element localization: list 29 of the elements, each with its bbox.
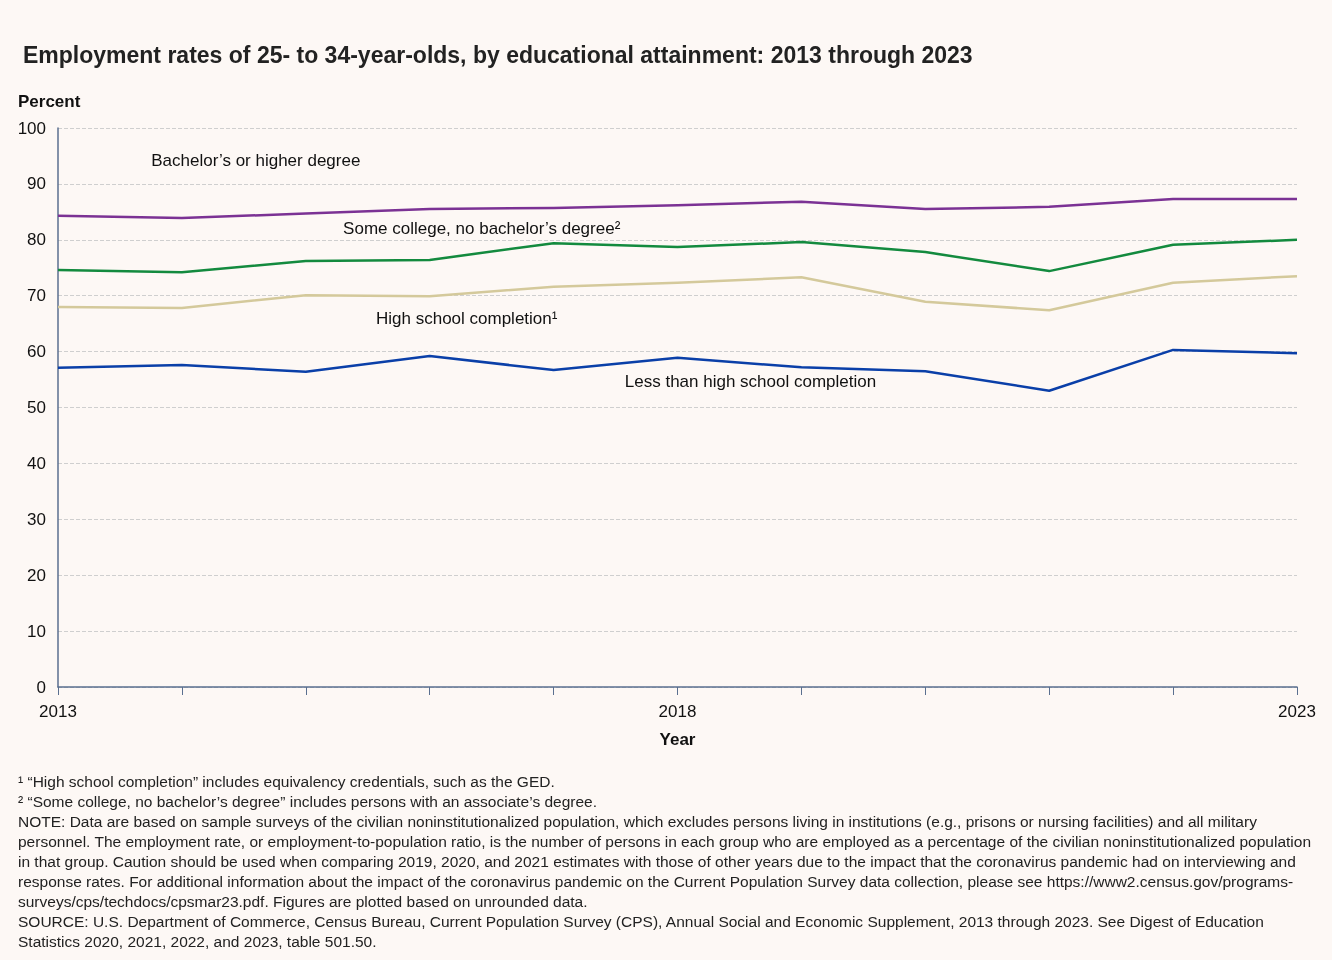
source-note: SOURCE: U.S. Department of Commerce, Census Bureau, Current Population Survey (CPS), Annual Social and Economic Supplement, 2013 through 2023. See Digest of Education Statistics 2020, 2021, 2022, and 2023, table 501.50. bbox=[18, 912, 1265, 952]
y-tick-label: 0 bbox=[36, 677, 46, 697]
y-tick-label: 30 bbox=[27, 509, 46, 529]
chart-title: Employment rates of 25- to 34-year-olds, by educational attainment: 2013 through 2023 bbox=[23, 41, 973, 68]
x-tick-label: 2023 bbox=[1278, 702, 1316, 721]
line-series bbox=[56, 197, 1299, 220]
x-tick-label: 2018 bbox=[658, 702, 697, 721]
series-label: Less than high school completion bbox=[624, 371, 877, 391]
y-tick-label: 20 bbox=[27, 565, 46, 585]
x-axis-title: Year bbox=[659, 730, 696, 749]
y-tick-label: 80 bbox=[27, 230, 46, 250]
line-series bbox=[56, 238, 1299, 274]
y-tick-label: 70 bbox=[27, 286, 46, 306]
text: Bachelor’s or higher degree bbox=[151, 150, 361, 170]
y-axis-title: Percent bbox=[18, 92, 81, 111]
text: ² “Some college, no bachelor’s degree” includes persons with an associate’s degree. bbox=[18, 792, 598, 812]
series-label: High school completion¹ bbox=[375, 309, 558, 329]
x-tick-label: 2013 bbox=[39, 702, 77, 721]
line-series bbox=[56, 274, 1299, 312]
y-tick-label: 100 bbox=[17, 118, 46, 138]
text: NOTE: Data are based on sample surveys of the civilian noninstitutionalized population, which excludes persons living in institutions (e.g., prisons or nursing facilities) and all military personnel. The employment rate, or employment-to-population ratio, is the number of persons in each group who are employed as a percentage of the civilian noninstitutionalized population in that group. Caution should be used when comparing 2019, 2020, and 2021 estimates with those of other years due to the impact that the coronavirus pandemic had on interviewing and response rates. For additional information about the impact of the coronavirus pandemic on the Current Population Survey data collection, please see https://www2.census.gov/programs-surveys/cps/techdocs/cpsmar23.pdf. Figures are plotted based on unrounded data. bbox=[18, 812, 1312, 912]
line-series bbox=[56, 348, 1299, 392]
y-tick-label: 60 bbox=[27, 342, 46, 362]
y-tick-label: 90 bbox=[27, 174, 46, 194]
series-label: Some college, no bachelor’s degree² bbox=[343, 218, 621, 238]
y-tick-label: 40 bbox=[27, 453, 46, 473]
y-tick-label: 10 bbox=[27, 621, 46, 641]
y-tick-label: 50 bbox=[27, 398, 46, 417]
text: ¹ “High school completion” includes equivalency credentials, such as the GED. bbox=[18, 772, 556, 792]
